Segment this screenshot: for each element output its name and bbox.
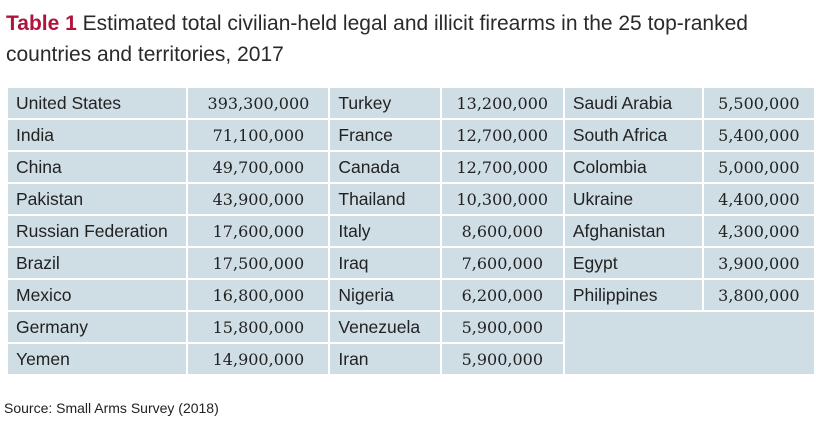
firearms-count-cell: 5,500,000 xyxy=(701,86,816,120)
country-cell: Thailand xyxy=(328,182,442,216)
table-row: India 71,100,000 France 12,700,000 South Afr… xyxy=(5,118,816,152)
country-cell: France xyxy=(328,118,442,152)
country-cell: United States xyxy=(5,86,189,120)
country-cell: India xyxy=(5,118,189,152)
firearms-count-cell: 393,300,000 xyxy=(186,86,331,120)
firearms-count-cell: 10,300,000 xyxy=(439,182,565,216)
country-cell: Egypt xyxy=(562,246,704,280)
firearms-count-cell: 14,900,000 xyxy=(186,342,331,376)
firearms-count-cell: 17,500,000 xyxy=(186,246,331,280)
firearms-count-cell: 5,900,000 xyxy=(439,342,565,376)
firearms-count-cell: 12,700,000 xyxy=(439,150,565,184)
table-title: Table 1 Estimated total civilian-held le… xyxy=(6,8,806,70)
firearms-count-cell: 3,900,000 xyxy=(701,246,816,280)
country-cell: Italy xyxy=(328,214,442,248)
country-cell: Philippines xyxy=(562,278,704,312)
firearms-count-cell: 8,600,000 xyxy=(439,214,565,248)
table-row: Pakistan 43,900,000 Thailand 10,300,000 Ukra… xyxy=(5,182,816,216)
country-cell: Colombia xyxy=(562,150,704,184)
table-row: China 49,700,000 Canada 12,700,000 Colombia 5… xyxy=(5,150,816,184)
table-row: Mexico 16,800,000 Nigeria 6,200,000 Philippi… xyxy=(5,278,816,312)
country-cell: South Africa xyxy=(562,118,704,152)
country-cell: Canada xyxy=(328,150,442,184)
firearms-count-cell: 15,800,000 xyxy=(186,310,331,344)
empty-cell xyxy=(562,310,816,376)
firearms-count-cell: 43,900,000 xyxy=(186,182,331,216)
firearms-table: United States 393,300,000 Turkey 13,200,000… xyxy=(5,86,816,376)
country-cell: Afghanistan xyxy=(562,214,704,248)
firearms-count-cell: 6,200,000 xyxy=(439,278,565,312)
firearms-count-cell: 16,800,000 xyxy=(186,278,331,312)
table-row: Russian Federation 17,600,000 Italy 8,600,0… xyxy=(5,214,816,248)
country-cell: Pakistan xyxy=(5,182,189,216)
table-row: Brazil 17,500,000 Iraq 7,600,000 Egypt 3,900,… xyxy=(5,246,816,280)
firearms-count-cell: 3,800,000 xyxy=(701,278,816,312)
source-note: Source: Small Arms Survey (2018) xyxy=(4,400,219,416)
country-cell: Iraq xyxy=(328,246,442,280)
country-cell: Nigeria xyxy=(328,278,442,312)
firearms-count-cell: 49,700,000 xyxy=(186,150,331,184)
country-cell: Turkey xyxy=(328,86,442,120)
table-row: Yemen 14,900,000 Iran 5,900,000 xyxy=(5,342,815,376)
table-row: United States 393,300,000 Turkey 13,200,000… xyxy=(5,86,816,120)
firearms-count-cell: 5,000,000 xyxy=(701,150,816,184)
table-caption: Estimated total civilian-held legal and … xyxy=(6,12,748,66)
country-cell: Mexico xyxy=(5,278,189,312)
firearms-count-cell: 71,100,000 xyxy=(186,118,331,152)
country-cell: Ukraine xyxy=(562,182,704,216)
firearms-count-cell: 4,400,000 xyxy=(701,182,816,216)
table-row: Germany 15,800,000 Venezuela 5,900,000 xyxy=(5,310,816,376)
country-cell: Germany xyxy=(5,310,189,344)
country-cell: Yemen xyxy=(5,342,189,376)
firearms-count-cell: 4,300,000 xyxy=(701,214,816,248)
firearms-count-cell: 13,200,000 xyxy=(439,86,565,120)
country-cell: China xyxy=(5,150,189,184)
firearms-count-cell: 12,700,000 xyxy=(439,118,565,152)
country-cell: Iran xyxy=(328,342,442,376)
country-cell: Russian Federation xyxy=(5,214,189,248)
country-cell: Venezuela xyxy=(328,310,442,344)
firearms-count-cell: 5,400,000 xyxy=(701,118,816,152)
firearms-count-cell: 7,600,000 xyxy=(439,246,565,280)
country-cell: Brazil xyxy=(5,246,189,280)
firearms-count-cell: 17,600,000 xyxy=(186,214,331,248)
table-label: Table 1 xyxy=(6,12,77,35)
country-cell: Saudi Arabia xyxy=(562,86,704,120)
firearms-count-cell: 5,900,000 xyxy=(439,310,565,344)
